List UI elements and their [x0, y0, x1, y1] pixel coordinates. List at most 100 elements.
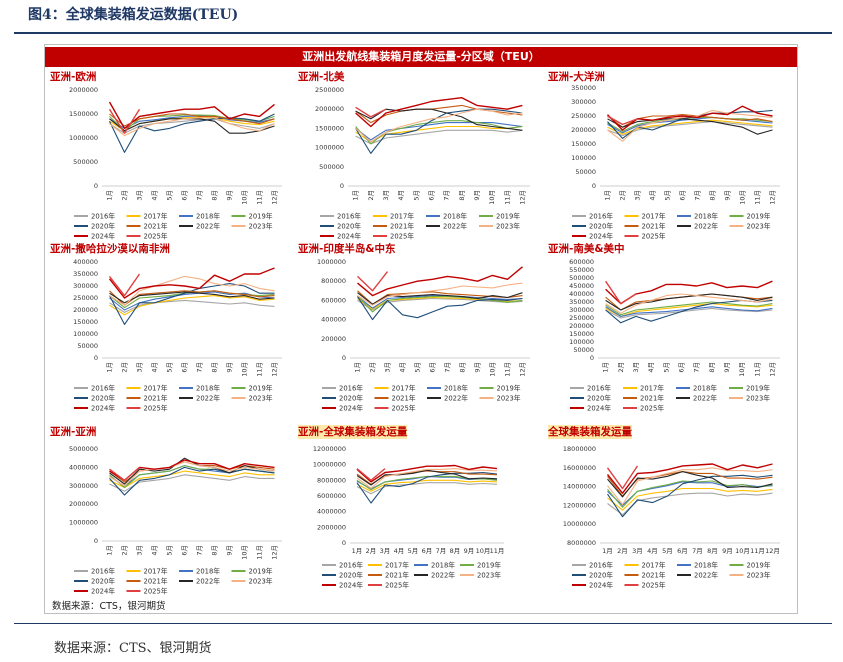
- legend-label: 2016年: [339, 384, 363, 393]
- y-tick-label: 16000000: [563, 464, 596, 472]
- x-tick-label: 1月: [604, 190, 612, 201]
- series-line: [356, 479, 498, 492]
- y-tick-label: 1000000: [69, 519, 98, 527]
- y-tick-label: 150000: [73, 318, 98, 326]
- x-tick-label: 9月: [723, 362, 731, 373]
- series-line: [356, 471, 498, 504]
- y-tick-label: 8000000: [567, 539, 596, 547]
- x-tick-label: 9月: [722, 547, 733, 555]
- legend-label: 2024年: [339, 404, 363, 413]
- y-tick-label: 14000000: [563, 483, 596, 491]
- series-line: [109, 113, 275, 153]
- legend-label: 2023年: [477, 571, 501, 580]
- series-line: [356, 468, 498, 489]
- x-tick-label: 9月: [226, 362, 234, 373]
- x-tick-label: 7月: [443, 190, 451, 201]
- legend-label: 2018年: [196, 384, 220, 393]
- y-tick-label: 0: [94, 354, 98, 362]
- series-line: [605, 293, 773, 314]
- legend-label: 2016年: [91, 384, 115, 393]
- y-tick-label: 2000000: [69, 500, 98, 508]
- y-tick-label: 1000000: [315, 144, 344, 152]
- x-tick-label: 6月: [677, 362, 685, 373]
- y-tick-label: 600000: [321, 296, 346, 304]
- legend-label: 2025年: [144, 404, 168, 413]
- x-tick-label: 2月: [121, 545, 129, 556]
- legend-label: 2023年: [249, 577, 273, 586]
- series-line: [607, 121, 773, 137]
- legend-label: 2024年: [587, 404, 611, 413]
- legend-label: 2020年: [589, 222, 613, 231]
- y-tick-label: 2000000: [315, 105, 344, 113]
- x-tick-label: 3月: [136, 362, 144, 373]
- y-tick-label: 250000: [569, 314, 594, 322]
- x-tick-label: 7月: [436, 547, 447, 555]
- x-tick-label: 2月: [121, 362, 129, 373]
- legend-label: 2022年: [694, 571, 718, 580]
- x-tick-label: 6月: [427, 190, 435, 201]
- x-tick-label: 6月: [181, 545, 189, 556]
- y-tick-label: 50000: [77, 342, 98, 350]
- y-tick-label: 400000: [321, 316, 346, 324]
- panel-asia-asia: 亚洲-亚洲 0 1000000 2000000 3000000 4000000 50000…: [50, 425, 290, 597]
- x-tick-label: 12月: [519, 362, 527, 377]
- x-tick-label: 6月: [181, 362, 189, 373]
- y-tick-label: 100000: [569, 338, 594, 346]
- x-tick-label: 10月: [488, 190, 496, 205]
- y-tick-label: 50000: [573, 346, 594, 354]
- legend-label: 2021年: [390, 222, 414, 231]
- x-tick-label: 12月: [768, 362, 776, 377]
- x-tick-label: 5月: [166, 362, 174, 373]
- y-tick-label: 800000: [321, 277, 346, 285]
- y-tick-label: 350000: [73, 270, 98, 278]
- x-tick-label: 1月: [602, 547, 613, 555]
- x-tick-label: 12月: [271, 190, 279, 205]
- y-tick-label: 200000: [321, 335, 346, 343]
- legend-label: 2024年: [589, 232, 613, 241]
- series-line: [356, 464, 498, 483]
- x-tick-label: 8月: [708, 362, 716, 373]
- legend-label: 2019年: [747, 212, 771, 221]
- series-line: [605, 303, 773, 317]
- x-tick-label: 6月: [181, 190, 189, 201]
- x-tick-label: 10月: [241, 545, 249, 560]
- x-tick-label: 3月: [382, 190, 390, 201]
- series-line: [607, 471, 773, 498]
- legend-label: 2019年: [746, 384, 770, 393]
- series-line: [108, 101, 275, 130]
- legend-label: 2024年: [91, 587, 115, 596]
- series-line: [357, 292, 523, 305]
- chart-frame: [44, 44, 798, 614]
- x-tick-label: 4月: [649, 190, 657, 201]
- legend-label: 2020年: [91, 577, 115, 586]
- legend-label: 2022年: [196, 394, 220, 403]
- x-tick-label: 2月: [121, 190, 129, 201]
- x-tick-label: 4月: [397, 190, 405, 201]
- legend-label: 2017年: [642, 212, 666, 221]
- x-tick-label: 3月: [136, 545, 144, 556]
- x-tick-label: 5月: [414, 362, 422, 373]
- y-tick-label: 350000: [571, 84, 596, 92]
- y-tick-label: 1500000: [69, 110, 98, 118]
- x-tick-label: 11月: [750, 547, 765, 555]
- legend-label: 2021年: [642, 571, 666, 580]
- top-rule: [14, 32, 832, 34]
- series-line: [607, 467, 773, 506]
- legend-label: 2023年: [249, 394, 273, 403]
- legend-label: 2021年: [392, 394, 416, 403]
- legend-label: 2017年: [392, 384, 416, 393]
- legend-label: 2022年: [196, 577, 220, 586]
- series-line: [606, 463, 773, 494]
- legend-label: 2019年: [477, 561, 501, 570]
- x-tick-label: 8月: [459, 362, 467, 373]
- x-tick-label: 6月: [679, 190, 687, 201]
- legend-label: 2022年: [443, 222, 467, 231]
- y-tick-label: 0: [592, 182, 596, 190]
- x-tick-label: 1月: [352, 547, 363, 555]
- legend-label: 2018年: [196, 212, 220, 221]
- series-line: [355, 106, 387, 118]
- x-tick-label: 10月: [739, 190, 747, 205]
- source-note: 数据来源：CTS、银河期货: [54, 641, 212, 656]
- legend-label: 2016年: [337, 212, 361, 221]
- x-tick-label: 11月: [503, 190, 511, 205]
